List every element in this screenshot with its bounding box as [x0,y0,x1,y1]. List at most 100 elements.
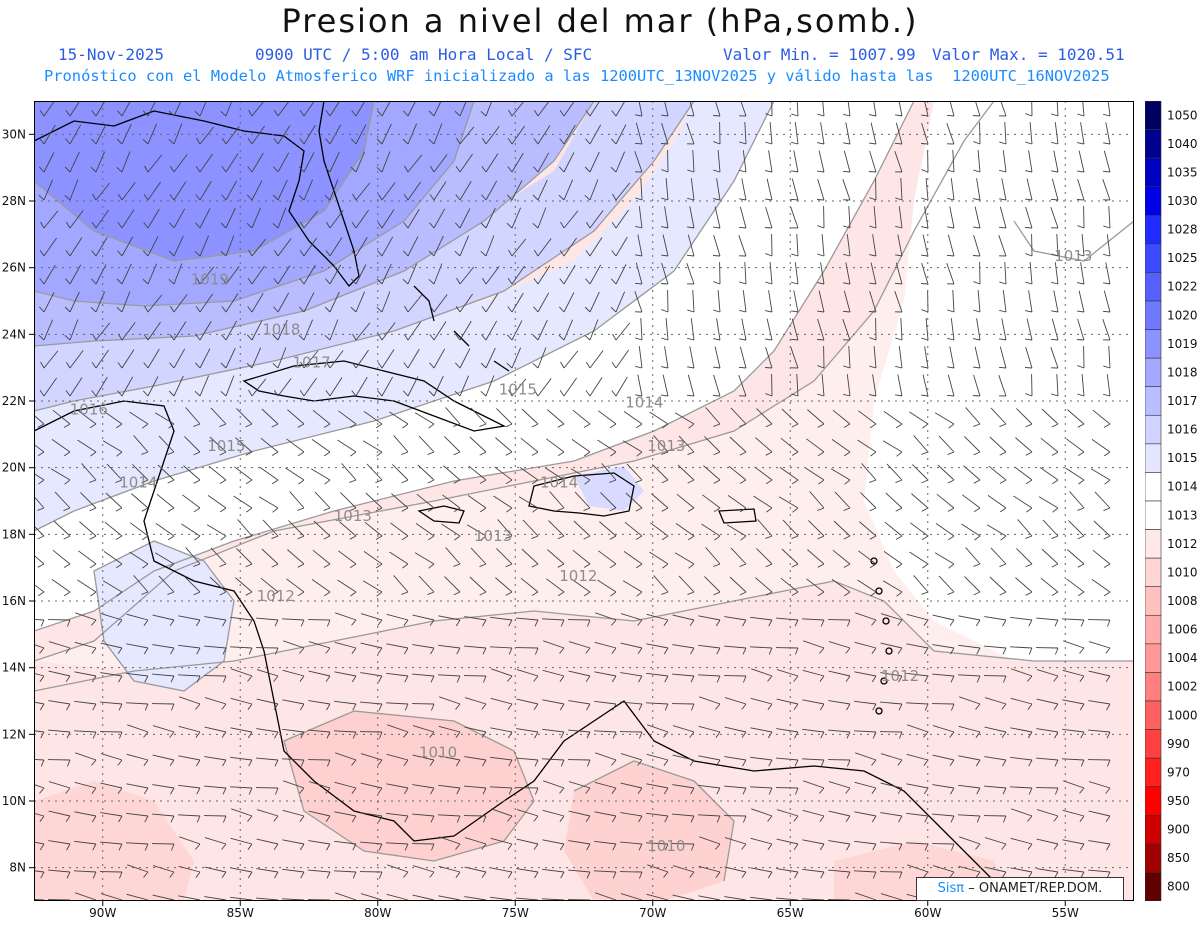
isobar-lines [34,101,1134,882]
legend-swatch [1145,357,1162,388]
lat-tick-label: 28N [2,194,26,208]
legend-swatch [1145,643,1162,673]
lat-tick-label: 24N [2,327,26,341]
credit-logo: Sisπ [937,881,965,896]
map-frame [34,101,1134,901]
lat-tick-label: 20N [2,461,26,475]
legend-level-label: 990 [1167,737,1190,751]
legend-level-label: 1008 [1167,594,1198,608]
isobar-label: 1016 [70,400,108,418]
legend-level-label: 950 [1167,794,1190,808]
lon-tick-label: 55W [1052,906,1079,920]
lat-tick-label: 10N [2,794,26,808]
legend-swatch [1145,757,1162,788]
legend-level-label: 1010 [1167,565,1198,579]
legend-swatch [1145,786,1162,816]
legend-level-label: 1013 [1167,508,1198,522]
legend-level-label: 1040 [1167,137,1198,151]
legend-swatch [1145,872,1162,901]
credit-text: – ONAMET/REP.DOM. [968,881,1103,896]
legend-swatch [1145,814,1162,845]
legend-swatch [1145,300,1162,330]
legend-swatch [1145,614,1162,645]
legend-level-label: 1015 [1167,451,1198,465]
isobar-label: 1013 [647,437,685,455]
legend-level-label: 1019 [1167,337,1198,351]
max-value: Valor Max. = 1020.51 [932,45,1125,64]
graticule [34,101,1134,901]
isobar-label: 1014 [540,474,578,492]
isobar-label: 1015 [207,437,245,455]
legend-swatch [1145,186,1162,216]
legend-level-label: 1050 [1167,108,1198,122]
legend-level-label: 1017 [1167,394,1198,408]
lon-tick-label: 60W [914,906,941,920]
wind-barbs [34,101,1111,901]
isobar-label: 1019 [191,270,229,288]
legend-level-label: 970 [1167,765,1190,779]
legend-swatch [1145,414,1162,445]
lat-tick-label: 14N [2,661,26,675]
legend-level-label: 1016 [1167,423,1198,437]
coastlines [34,101,1015,901]
lat-tick-label: 12N [2,727,26,741]
lon-tick-label: 85W [227,906,254,920]
isobar-label: 1010 [419,744,457,762]
isobar-label: 1012 [881,667,919,685]
lon-tick-label: 80W [364,906,391,920]
legend-level-label: 1002 [1167,680,1198,694]
legend-swatch [1145,529,1162,559]
legend-swatch [1145,157,1162,188]
isobar-label: 1013 [334,507,372,525]
lat-tick-label: 18N [2,527,26,541]
isobar-label: 1012 [257,587,295,605]
legend-level-label: 1025 [1167,251,1198,265]
legend-level-label: 1028 [1167,223,1198,237]
isobar-label: 1018 [262,320,300,338]
legend-swatch [1145,472,1162,502]
legend-swatch [1145,386,1162,416]
legend-level-label: 1018 [1167,365,1198,379]
legend-swatch [1145,700,1162,730]
lat-tick-label: 30N [2,127,26,141]
legend-level-label: 850 [1167,851,1190,865]
legend-swatch [1145,500,1162,530]
isobar-label: 1015 [499,380,537,398]
legend-level-label: 1006 [1167,623,1198,637]
isobar-label: 1014 [625,394,663,412]
legend-swatch [1145,101,1162,130]
legend-swatch [1145,214,1162,245]
forecast-info: Pronóstico con el Modelo Atmosferico WRF… [44,67,1110,85]
legend-level-label: 1012 [1167,537,1198,551]
legend-level-label: 1030 [1167,194,1198,208]
legend-level-label: 1022 [1167,280,1198,294]
legend-level-label: 900 [1167,823,1190,837]
legend-swatch [1145,272,1162,302]
legend-swatch [1145,729,1162,759]
isobar-label: 1012 [559,567,597,585]
legend-swatch [1145,843,1162,873]
legend-swatch [1145,586,1162,616]
legend-swatch [1145,243,1162,273]
lat-tick-label: 8N [9,861,26,875]
legend-swatch [1145,443,1162,473]
legend-level-label: 1020 [1167,308,1198,322]
legend-level-label: 800 [1167,880,1190,894]
time-info: 0900 UTC / 5:00 am Hora Local / SFC [255,45,593,64]
isobar-label: 1010 [647,837,685,855]
lon-tick-label: 65W [777,906,804,920]
latitude-labels: 30N 28N 26N 24N 22N 20N 18N 16N 14N 12N 10N 8N [2,127,34,875]
legend-swatch [1145,329,1162,359]
isobar-label: 1013 [474,527,512,545]
isobar-label: 1013 [1054,247,1092,265]
legend-level-label: 1035 [1167,165,1198,179]
legend-level-label: 1004 [1167,651,1198,665]
legend-swatch [1145,557,1162,588]
pressure-map: 1019 1018 1017 1016 1015 1015 1014 1014 1014 1013… [34,101,1134,901]
wind-barb-field [34,101,1111,901]
credit-box: Sisπ – ONAMET/REP.DOM. [916,877,1124,901]
lon-tick-label: 70W [639,906,666,920]
legend-level-label: 1014 [1167,480,1198,494]
lon-tick-label: 90W [89,906,116,920]
legend-swatch [1145,129,1162,159]
